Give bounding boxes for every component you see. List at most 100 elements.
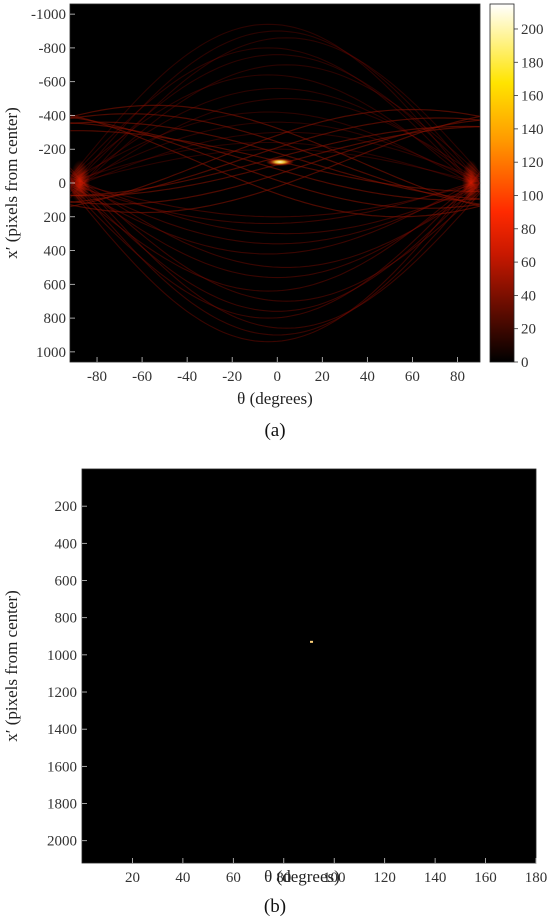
panel-a: -80 -60 -40 -20 0 20 40 60 80 -1000-800-600-400-… — [2, 3, 544, 441]
y-tick-label: 200 — [55, 499, 78, 515]
peak-a — [266, 158, 294, 166]
sinogram-curve — [69, 37, 481, 199]
sinogram-curve — [69, 113, 481, 205]
sinogram-curve — [69, 104, 481, 207]
sinogram-curve — [69, 141, 481, 187]
sinogram-curves-a — [69, 23, 481, 343]
sinogram-curve — [69, 173, 481, 319]
y-tick-label: 1400 — [47, 722, 77, 738]
colorbar-tick-label: 20 — [521, 322, 536, 338]
plot-frame-b — [81, 468, 537, 864]
sinogram-curve — [69, 175, 481, 292]
y-tick-label: 600 — [55, 574, 78, 590]
y-tick-label: 0 — [59, 176, 67, 192]
colorbar-tick-label: 140 — [521, 122, 544, 138]
sinogram-curve — [69, 179, 481, 279]
x-tick-label: 20 — [315, 369, 330, 385]
colorbar-tick-label: 200 — [521, 22, 544, 38]
right-edge-glow — [462, 160, 480, 204]
x-tick-label: -20 — [222, 369, 242, 385]
y-tick-label: 800 — [55, 611, 78, 627]
peak-point-b — [310, 640, 314, 643]
x-tick-label: 0 — [274, 369, 282, 385]
sinogram-curve — [69, 47, 481, 193]
x-tick-label: 40 — [175, 870, 190, 886]
sinogram-curve — [69, 30, 481, 189]
colorbar-tick-label: 0 — [521, 355, 529, 371]
x-tick-label: -60 — [132, 369, 152, 385]
sinogram-curve — [69, 177, 481, 336]
y-tick-label: 1000 — [36, 345, 66, 361]
x-tick-label: 100 — [323, 870, 346, 886]
x-tick-label: -80 — [87, 369, 107, 385]
sinogram-curve — [69, 111, 481, 189]
x-tick-label: 120 — [373, 870, 396, 886]
sinogram-curve — [69, 173, 481, 268]
sinogram-curve — [69, 179, 481, 225]
colorbar-ticks: 0 20 40 60 80 100 120 140 160 180 200 — [514, 22, 544, 371]
heatmap-b-background — [82, 469, 536, 863]
x-tick-label: 140 — [424, 870, 447, 886]
y-tick-label: -800 — [39, 41, 67, 57]
colorbar-tick-label: 160 — [521, 89, 544, 105]
x-axis-label-a: θ (degrees) — [237, 389, 313, 408]
y-axis-label-b: x′ (pixels from center) — [2, 590, 21, 741]
sinogram-curve — [69, 117, 481, 203]
y-tick-label: 1800 — [47, 797, 77, 813]
heatmap-a-background — [70, 4, 480, 362]
x-tick-label: 180 — [525, 870, 548, 886]
y-tick-label: -600 — [39, 75, 67, 91]
sinogram-curve — [69, 125, 481, 197]
colorbar-tick-label: 180 — [521, 55, 544, 71]
y-tick-label: 1600 — [47, 759, 77, 775]
x-tick-label: -40 — [177, 369, 197, 385]
x-tick-label: 60 — [226, 870, 241, 886]
colorbar-tick-label: 80 — [521, 222, 536, 238]
x-tick-label: 80 — [450, 369, 465, 385]
sinogram-curve — [69, 170, 481, 302]
x-axis-ticks-b: 20 40 60 80 100 120 140 160 180 — [125, 858, 547, 886]
y-tick-label: -400 — [39, 108, 67, 124]
left-edge-glow — [70, 160, 90, 204]
y-tick-label: 400 — [55, 536, 78, 552]
sinogram-curve — [69, 108, 481, 208]
x-tick-label: 60 — [405, 369, 420, 385]
colorbar-tick-label: 40 — [521, 288, 536, 304]
y-tick-label: 1200 — [47, 685, 77, 701]
colorbar-tick-label: 60 — [521, 255, 536, 271]
y-axis-ticks-a: -1000 -800 -600 -400 -200 0 200 400 600 800 1000 — [31, 7, 75, 361]
y-axis-ticks-b: 200 400 600 800 1000 1200 1400 1600 1800 2000 — [47, 499, 87, 850]
sinogram-curve — [69, 115, 481, 214]
panel-label-b: (b) — [264, 896, 286, 917]
sinogram-curve — [69, 23, 481, 195]
y-tick-label: 800 — [44, 311, 67, 327]
x-tick-label: 20 — [125, 870, 140, 886]
sinogram-curve — [69, 177, 481, 255]
y-axis-label-a: x′ (pixels from center) — [2, 107, 21, 258]
panel-b: 20 40 60 80 100 120 140 160 180 200 400 600 800 1000… — [2, 468, 547, 917]
sinogram-curve — [69, 122, 481, 201]
y-tick-label: 2000 — [47, 834, 77, 850]
sinogram-curve — [69, 180, 481, 245]
sinogram-curve — [69, 114, 481, 218]
y-tick-label: -200 — [39, 142, 67, 158]
sinogram-curve — [69, 131, 481, 189]
colorbar-tick-label: 120 — [521, 155, 544, 171]
colorbar-tick-label: 100 — [521, 188, 544, 204]
y-tick-label: 200 — [44, 210, 67, 226]
sinogram-curve — [69, 116, 481, 209]
sinogram-curve — [69, 121, 481, 200]
y-tick-label: 400 — [44, 244, 67, 260]
peak-b — [310, 640, 314, 643]
sinogram-curve — [69, 178, 481, 312]
y-tick-label: 600 — [44, 277, 67, 293]
y-tick-label: -1000 — [31, 7, 66, 23]
sinogram-curve — [69, 121, 481, 186]
panel-label-a: (a) — [264, 420, 285, 441]
x-tick-label: 40 — [360, 369, 375, 385]
x-axis-label-b: θ (degrees) — [264, 867, 340, 886]
sinogram-curve — [69, 54, 481, 188]
colorbar — [489, 3, 515, 363]
x-tick-label: 80 — [276, 870, 291, 886]
